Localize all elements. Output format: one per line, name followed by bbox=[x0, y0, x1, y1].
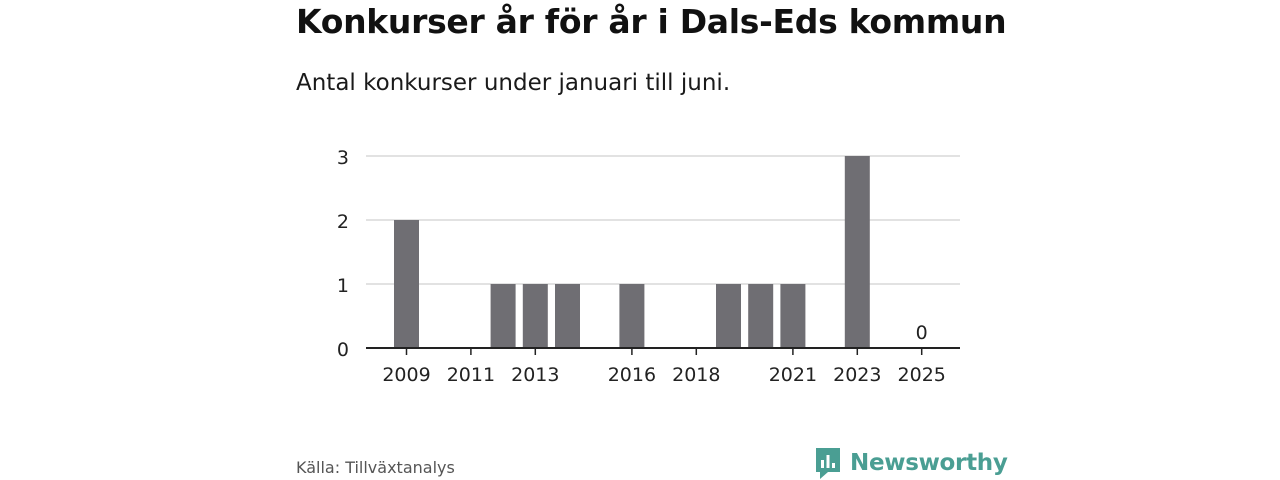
y-tick-label: 0 bbox=[337, 339, 349, 361]
bar bbox=[748, 284, 774, 348]
brand-name: Newsworthy bbox=[850, 450, 1008, 476]
x-tick-label: 2016 bbox=[608, 364, 656, 386]
x-tick-label: 2023 bbox=[833, 364, 881, 386]
y-tick-label: 2 bbox=[337, 211, 349, 233]
bar-chart: 0 1 2 3 2009 2011 2013 2016 2018 2021 2023 2025 0 bbox=[337, 147, 960, 386]
x-tick-label: 2025 bbox=[898, 364, 946, 386]
x-tick-label: 2018 bbox=[672, 364, 720, 386]
chart-subtitle: Antal konkurser under januari till juni. bbox=[296, 70, 731, 96]
bar bbox=[716, 284, 741, 348]
bar bbox=[844, 156, 870, 348]
y-tick-label: 3 bbox=[337, 147, 349, 169]
bar bbox=[619, 284, 645, 348]
newsworthy-logo-icon bbox=[816, 448, 840, 479]
source-note: Källa: Tillväxtanalys bbox=[296, 458, 455, 477]
bar bbox=[394, 220, 419, 348]
chart-card: Konkurser år för år i Dals-Eds kommun An… bbox=[296, 0, 1008, 480]
data-label: 0 bbox=[916, 322, 928, 344]
x-tick-label: 2013 bbox=[511, 364, 559, 386]
bar bbox=[522, 284, 548, 348]
x-tick-label: 2011 bbox=[447, 364, 495, 386]
x-tick-label: 2021 bbox=[769, 364, 817, 386]
y-tick-label: 1 bbox=[337, 275, 349, 297]
bar bbox=[780, 284, 806, 348]
x-tick-label: 2009 bbox=[382, 364, 430, 386]
chart-title: Konkurser år för år i Dals-Eds kommun bbox=[296, 2, 1007, 41]
brand-logo: Newsworthy bbox=[814, 446, 1008, 480]
bar bbox=[555, 284, 580, 348]
bar bbox=[490, 284, 516, 348]
